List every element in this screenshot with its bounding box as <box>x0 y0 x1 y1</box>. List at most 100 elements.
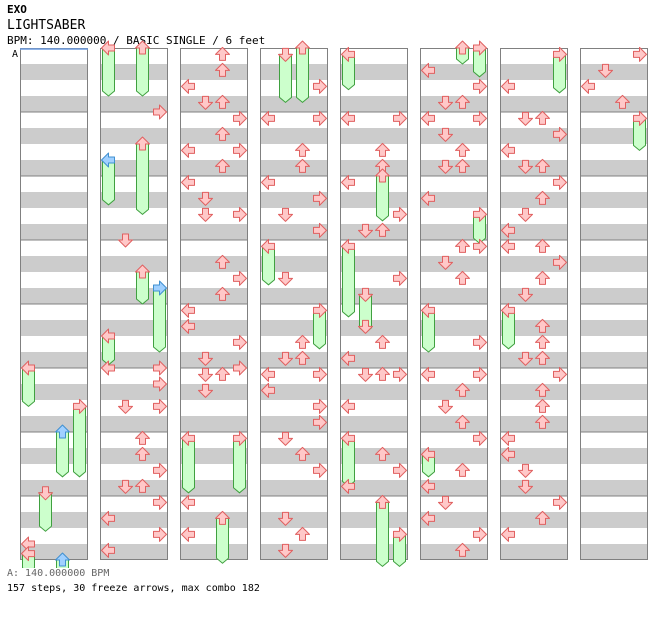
stripe <box>180 224 248 240</box>
down-arrow-icon <box>118 233 133 248</box>
stripe <box>340 256 408 272</box>
right-arrow-icon <box>313 462 327 478</box>
right-arrow-icon <box>153 104 167 120</box>
left-arrow-icon <box>501 222 515 238</box>
stripe <box>20 64 88 80</box>
freeze-arrow <box>376 501 389 568</box>
freeze-arrow <box>73 405 86 478</box>
up-arrow-icon <box>215 366 230 381</box>
up-arrow-icon <box>535 414 550 429</box>
down-arrow-icon <box>518 287 533 302</box>
left-arrow-icon <box>421 366 435 382</box>
right-arrow-icon <box>473 334 487 350</box>
freeze-arrow <box>182 437 195 494</box>
stripe <box>500 224 568 240</box>
right-arrow-icon <box>153 280 167 296</box>
stripe <box>100 96 168 112</box>
left-arrow-icon <box>101 510 115 526</box>
left-arrow-icon <box>341 478 355 494</box>
stripe <box>260 256 328 272</box>
stripe <box>420 192 488 208</box>
up-arrow-icon <box>455 542 470 557</box>
left-arrow-icon <box>181 142 195 158</box>
stripe <box>100 544 168 560</box>
column-border <box>260 48 328 560</box>
right-arrow-icon <box>393 110 407 126</box>
stripe <box>420 512 488 528</box>
stripe <box>340 160 408 176</box>
left-arrow-icon <box>501 446 515 462</box>
stripe <box>180 320 248 336</box>
right-arrow-icon <box>473 430 487 446</box>
left-arrow-icon <box>181 78 195 94</box>
down-arrow-icon <box>278 207 293 222</box>
stripe <box>100 224 168 240</box>
stripe <box>340 512 408 528</box>
stripe <box>180 448 248 464</box>
left-arrow-icon <box>261 110 275 126</box>
left-arrow-icon <box>581 78 595 94</box>
down-arrow-icon <box>438 159 453 174</box>
chart-info: BPM: 140.000000 / BASIC SINGLE / 6 feet <box>7 34 266 47</box>
stripe <box>340 64 408 80</box>
stripe <box>20 256 88 272</box>
left-arrow-icon <box>341 46 355 62</box>
right-arrow-icon <box>553 174 567 190</box>
left-arrow-icon <box>101 328 115 344</box>
up-arrow-icon <box>215 94 230 109</box>
up-arrow-icon <box>215 286 230 301</box>
stripe <box>580 256 648 272</box>
stripe <box>580 64 648 80</box>
stripe <box>180 64 248 80</box>
stripe <box>420 160 488 176</box>
up-arrow-icon <box>295 526 310 541</box>
stripe <box>580 352 648 368</box>
right-arrow-icon <box>393 366 407 382</box>
left-arrow-icon <box>101 360 115 376</box>
stripe <box>500 544 568 560</box>
down-arrow-icon <box>438 255 453 270</box>
up-arrow-icon <box>535 382 550 397</box>
stripe <box>580 384 648 400</box>
down-arrow-icon <box>278 271 293 286</box>
down-arrow-icon <box>438 95 453 110</box>
stripe <box>580 192 648 208</box>
stripe <box>180 512 248 528</box>
stripe <box>20 224 88 240</box>
column-border <box>340 48 408 560</box>
stripe <box>20 288 88 304</box>
stripe <box>20 416 88 432</box>
stripe <box>500 256 568 272</box>
freeze-arrow <box>376 175 389 222</box>
up-arrow-icon <box>535 110 550 125</box>
stripe <box>580 160 648 176</box>
stripe <box>260 384 328 400</box>
stripe <box>340 448 408 464</box>
left-arrow-icon <box>181 302 195 318</box>
up-arrow-icon <box>375 142 390 157</box>
stripe <box>100 320 168 336</box>
up-arrow-icon <box>535 350 550 365</box>
stripe <box>500 288 568 304</box>
right-arrow-icon <box>393 526 407 542</box>
freeze-arrow <box>233 437 246 494</box>
stripe <box>500 128 568 144</box>
left-arrow-icon <box>341 110 355 126</box>
stripe <box>180 192 248 208</box>
up-arrow-icon <box>535 334 550 349</box>
up-arrow-icon <box>215 510 230 525</box>
stripe <box>100 128 168 144</box>
stripe <box>180 384 248 400</box>
down-arrow-icon <box>518 463 533 478</box>
stripe <box>180 544 248 560</box>
up-arrow-icon <box>375 446 390 461</box>
down-arrow-icon <box>438 127 453 142</box>
stripe <box>260 288 328 304</box>
left-arrow-icon <box>501 142 515 158</box>
stripe <box>20 96 88 112</box>
stripe <box>180 96 248 112</box>
down-arrow-icon <box>278 543 293 558</box>
down-arrow-icon <box>358 319 373 334</box>
up-arrow-icon <box>295 158 310 173</box>
left-arrow-icon <box>421 478 435 494</box>
